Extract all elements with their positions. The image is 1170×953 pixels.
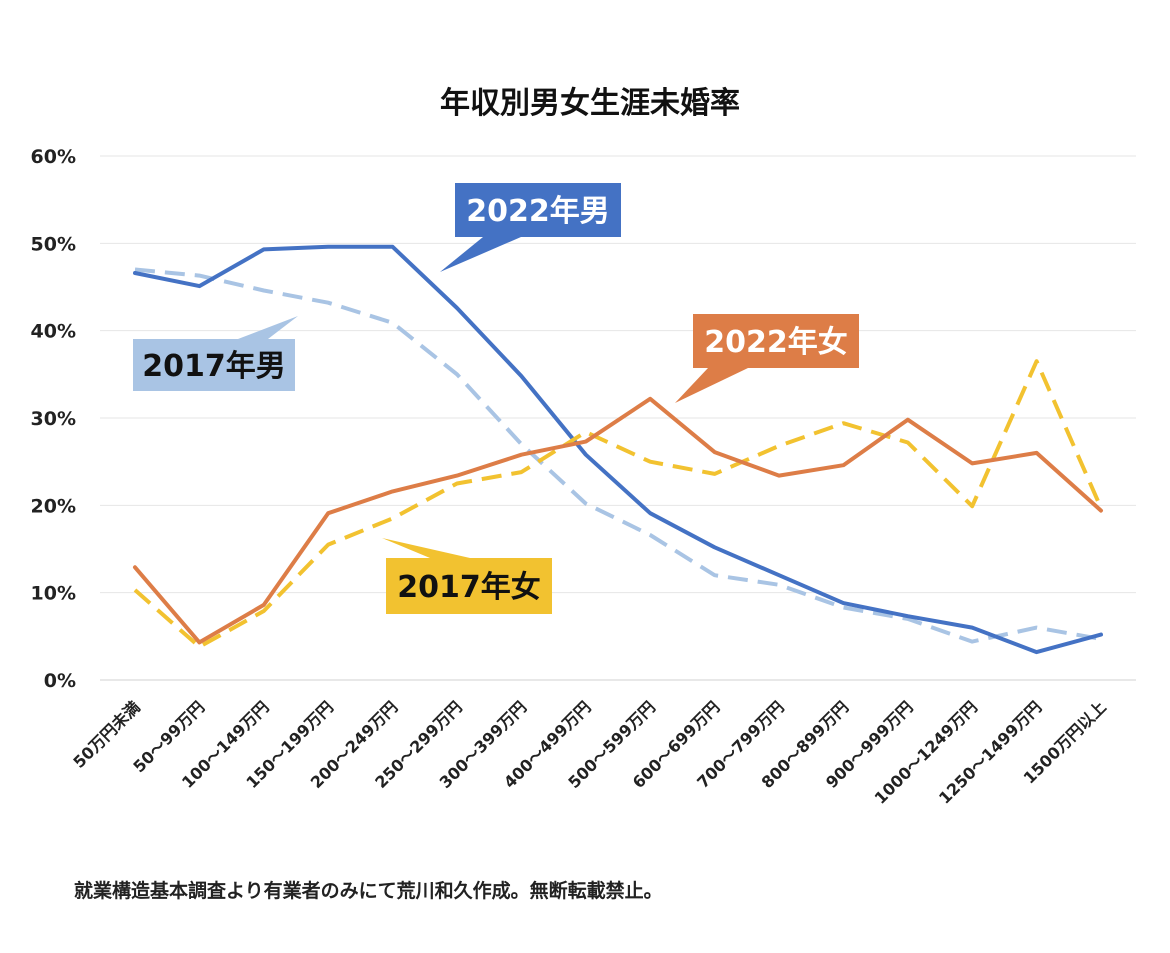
y-tick-label: 20% (31, 495, 76, 517)
callout-label: 2022年男 (466, 194, 610, 229)
series-line-3 (133, 396, 1103, 645)
callout-tail (238, 316, 298, 339)
source-footnote: 就業構造基本調査より有業者のみにて荒川和久作成。無断転載禁止。 (74, 880, 663, 902)
callout-tail (675, 368, 748, 403)
y-tick-label: 30% (31, 408, 76, 430)
x-tick-labels: 50万円未満50～99万円100～149万円150～199万円200～249万円… (69, 697, 1109, 807)
callout-label: 2017年女 (397, 570, 541, 605)
callout-label: 2022年女 (704, 325, 848, 360)
callout-2: 2022年女 (675, 314, 859, 403)
callout-label: 2017年男 (142, 349, 286, 384)
series-lines (133, 244, 1103, 655)
callout-1: 2017年男 (133, 316, 298, 391)
series-callouts: 2022年男 2017年男 2022年女 2017年女 (133, 183, 859, 614)
callout-box (133, 339, 295, 391)
callout-tail (440, 237, 521, 272)
y-tick-label: 10% (31, 583, 76, 605)
callout-box (455, 183, 621, 237)
y-tick-label: 40% (31, 321, 76, 343)
y-tick-label: 60% (31, 146, 76, 168)
chart-svg: 年収別男女生涯未婚率 0% 10% 20% 30% 40% 50% 60% 50万円未満50… (31, 86, 1136, 808)
series-line-0 (134, 267, 1102, 644)
y-tick-label: 0% (44, 670, 76, 692)
callout-box (386, 558, 552, 614)
series-line-1 (133, 244, 1103, 655)
series-line-2 (133, 359, 1103, 649)
chart-title: 年収別男女生涯未婚率 (440, 86, 740, 121)
callout-3: 2017年女 (382, 538, 552, 614)
callout-box (693, 314, 859, 368)
y-tick-labels: 0% 10% 20% 30% 40% 50% 60% (31, 146, 76, 692)
callout-tail (382, 538, 470, 558)
callout-0: 2022年男 (440, 183, 621, 272)
y-tick-label: 50% (31, 233, 76, 255)
